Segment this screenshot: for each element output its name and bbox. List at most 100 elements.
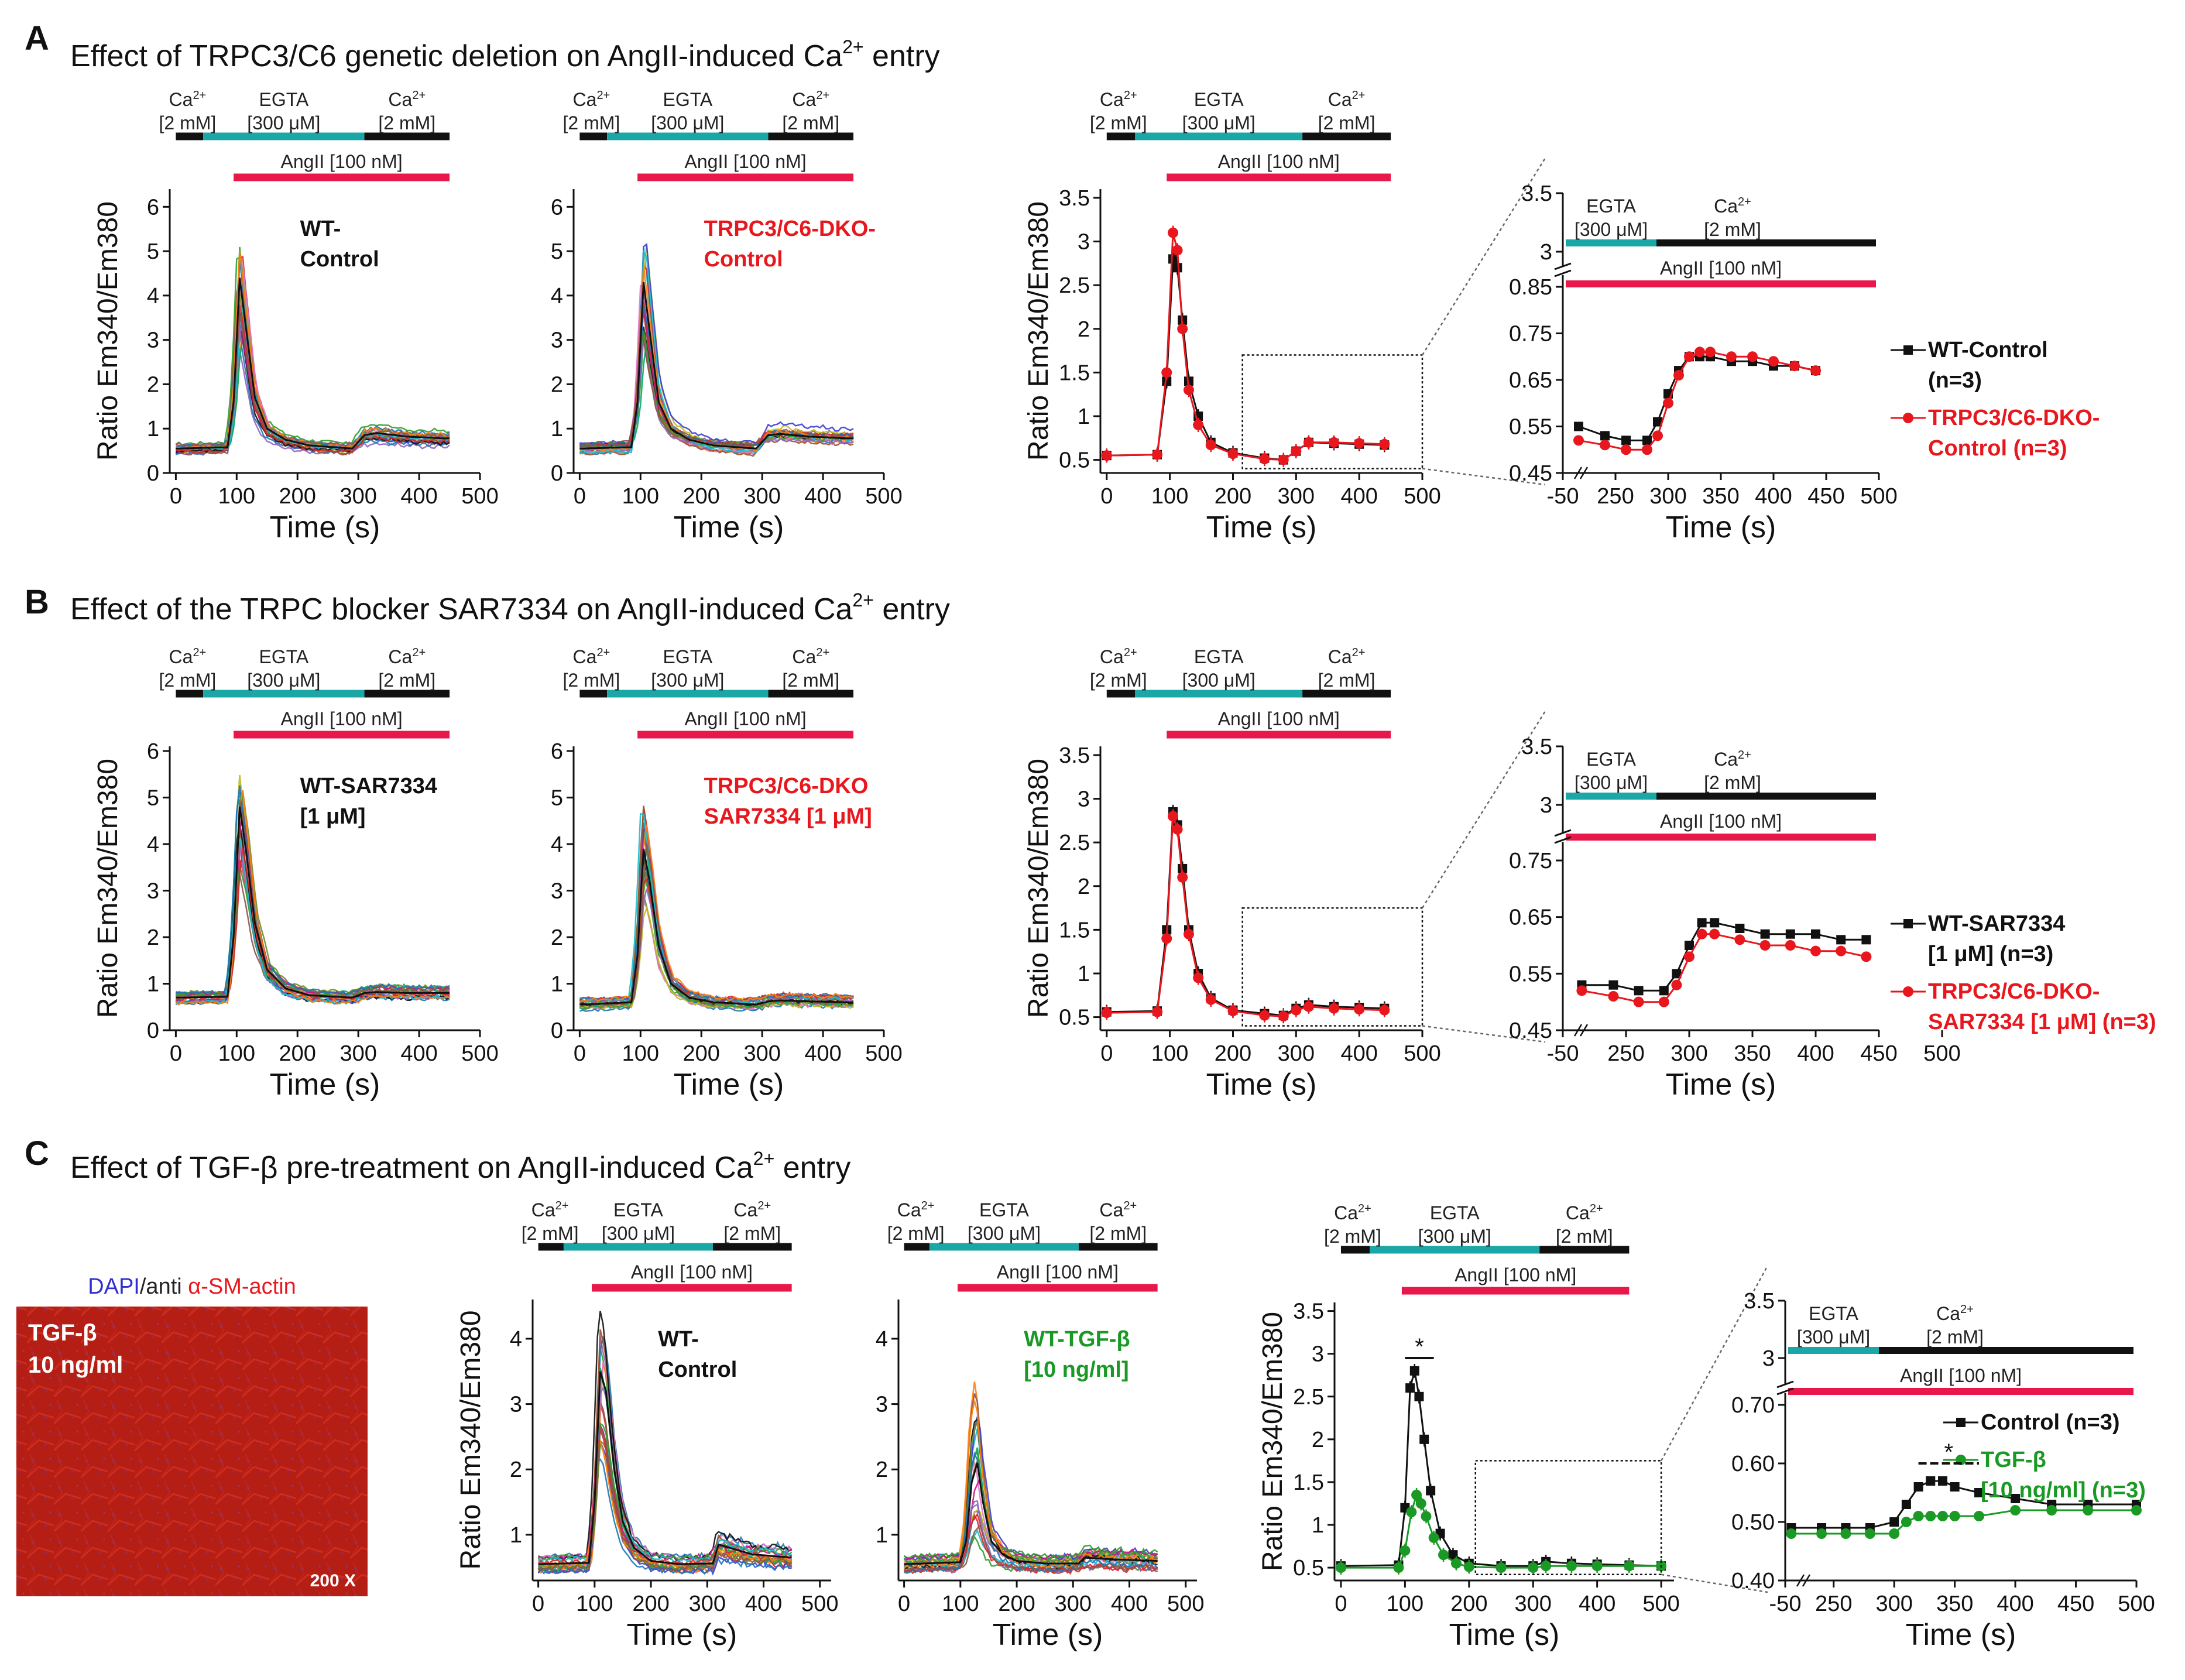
cell-trace <box>175 255 450 452</box>
protocol-ca-label-2: Ca2+ <box>792 89 829 110</box>
data-point <box>1168 811 1179 822</box>
protocol-angii-label: AngII [100 nM] <box>997 1261 1119 1283</box>
data-point <box>1759 940 1771 951</box>
data-point <box>1400 1545 1411 1556</box>
protocol-ca-conc-1: [2 mM] <box>1324 1226 1381 1247</box>
data-point <box>1608 980 1618 990</box>
data-point <box>1810 945 1821 956</box>
data-point <box>1303 437 1314 448</box>
cell-trace <box>175 294 450 451</box>
panel-title-b: B Effect of the TRPC blocker SAR7334 on … <box>25 583 950 626</box>
data-point <box>1735 924 1745 933</box>
cell-trace <box>537 1441 792 1576</box>
data-point <box>1101 1007 1112 1019</box>
data-point <box>1695 347 1705 358</box>
y-tick-label: 3 <box>876 1393 888 1417</box>
cell-trace <box>537 1422 793 1561</box>
y-tick-label: 2 <box>551 372 563 397</box>
y-tick-label: 6 <box>551 739 563 764</box>
x-tick-label: 400 <box>1340 1041 1377 1066</box>
chart-b4: EGTA[300 μM] Ca2+[2 mM] AngII [100 nM] 3 3.5… <box>1509 735 2156 1102</box>
cell-trace <box>579 284 854 456</box>
y-tick-label: 2.5 <box>1059 831 1090 855</box>
data-point <box>1162 376 1172 386</box>
x-tick-label: 250 <box>1607 1041 1644 1066</box>
y-tick-label: 1.5 <box>1059 918 1090 942</box>
y-tick-label: 6 <box>551 195 563 220</box>
x-axis-break <box>1573 467 1589 479</box>
y-tick-label: 4 <box>147 832 159 857</box>
data-point <box>1705 347 1716 358</box>
data-point <box>1541 1561 1552 1572</box>
x-tick-label: 300 <box>689 1592 726 1616</box>
protocol-ca-conc: [2 mM] <box>1926 1326 1984 1348</box>
y-axis-title: Ratio Em340/Em380 <box>1023 759 1054 1018</box>
x-axis-title: Time (s) <box>1206 510 1317 544</box>
cell-trace <box>176 278 450 455</box>
x-tick-label: 100 <box>1151 1041 1188 1066</box>
data-point <box>1696 928 1707 940</box>
panel-letter-c: C <box>25 1134 49 1172</box>
cell-trace <box>175 872 450 998</box>
cell-trace <box>579 265 854 452</box>
y-tick-label: 0.45 <box>1509 461 1552 486</box>
data-point <box>1573 435 1584 446</box>
data-point <box>1576 985 1587 996</box>
cell-trace <box>579 877 854 1002</box>
y-tick-label: 3 <box>1312 1342 1324 1367</box>
legend-marker <box>1903 919 1913 928</box>
chart-annotation-line1: WT- <box>300 217 341 241</box>
legend-label: TRPC3/C6-DKO- <box>1928 406 2100 430</box>
y-tick-label: 0.5 <box>1059 1006 1090 1030</box>
y-tick-label: 0.85 <box>1509 275 1552 300</box>
protocol-ca-conc-2: [2 mM] <box>782 670 839 691</box>
y-tick-label: 2 <box>1078 317 1090 342</box>
x-tick-label: 400 <box>1579 1592 1615 1616</box>
micrograph-label-line1: TGF-β <box>28 1320 97 1346</box>
cell-trace <box>538 1362 793 1562</box>
x-tick-label: 400 <box>1340 484 1377 509</box>
y-tick-label: 3 <box>1540 793 1552 818</box>
micrograph-tint <box>16 1307 368 1596</box>
data-point <box>1419 1434 1429 1444</box>
data-point <box>1624 1561 1635 1572</box>
zoom-box <box>1241 354 1423 469</box>
protocol-ca-sup-1: 2+ <box>1124 646 1137 659</box>
cell-trace <box>579 247 854 454</box>
data-point <box>2083 1505 2094 1516</box>
protocol-ca-conc-1: [2 mM] <box>159 670 217 691</box>
y-tick-label: 5 <box>551 239 563 264</box>
data-point <box>1673 370 1684 381</box>
x-tick-label: 300 <box>1515 1592 1552 1616</box>
protocol-ca-sup-1: 2+ <box>921 1199 935 1212</box>
cell-trace <box>175 306 450 452</box>
y-tick-label: 1 <box>510 1523 522 1548</box>
data-point <box>1168 254 1178 264</box>
protocol-ca-sup-1: 2+ <box>596 646 610 659</box>
cell-trace <box>579 805 854 1010</box>
x-axis-title: Time (s) <box>993 1618 1103 1652</box>
micrograph-image <box>16 1307 368 1596</box>
x-tick-label: 300 <box>1278 484 1315 509</box>
protocol-ca-conc-1: [2 mM] <box>1090 670 1147 691</box>
data-point <box>1259 1010 1270 1021</box>
protocol-egta-conc: [300 μM] <box>1182 670 1256 691</box>
y-tick-label: 5 <box>147 786 159 810</box>
protocol-egta-conc: [300 μM] <box>651 112 724 133</box>
x-axis-title: Time (s) <box>1206 1068 1317 1102</box>
y-tick-label: 3 <box>551 328 563 353</box>
mean-trace <box>579 282 853 450</box>
data-point <box>1697 918 1707 928</box>
series-line-1 <box>1340 1492 1662 1569</box>
data-point <box>1672 969 1682 979</box>
data-point <box>1925 1511 1936 1521</box>
cell-trace <box>579 870 854 1010</box>
cell-trace <box>176 246 450 451</box>
x-tick-label: 100 <box>1151 484 1188 509</box>
y-tick-label: 3 <box>551 879 563 903</box>
micrograph-label-line2: 10 ng/ml <box>28 1352 123 1378</box>
protocol-egta-label: EGTA <box>259 646 308 667</box>
x-axis-title: Time (s) <box>1666 510 1776 544</box>
x-tick-label: 200 <box>683 484 720 509</box>
